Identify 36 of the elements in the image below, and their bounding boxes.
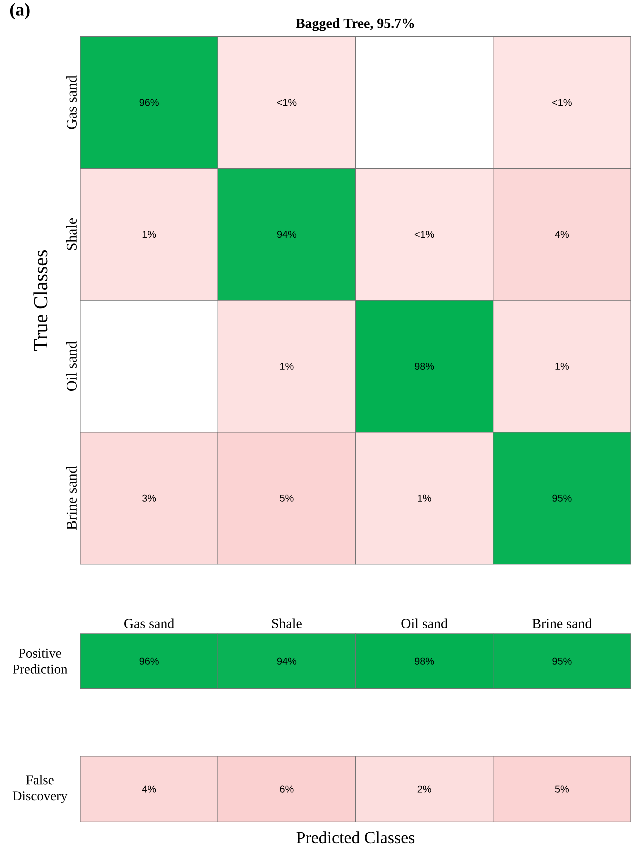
data-label: 98% bbox=[415, 362, 434, 370]
x-tick-label: Brine sand bbox=[532, 618, 592, 629]
y-tick-label: False Discovery bbox=[12, 775, 68, 804]
text: <1% bbox=[277, 99, 297, 106]
x-tick-label: Oil sand bbox=[402, 618, 448, 629]
data-label: 95% bbox=[552, 494, 572, 502]
text: (a) bbox=[10, 3, 30, 20]
data-label: 96% bbox=[140, 99, 159, 106]
text: <1% bbox=[552, 99, 572, 106]
x-tick-label: Shale bbox=[272, 618, 302, 629]
data-label: 2% bbox=[418, 786, 432, 793]
y-tick-label: Shale bbox=[66, 218, 77, 250]
data-label: 94% bbox=[277, 658, 297, 665]
y-tick-label: Brine sand bbox=[66, 466, 77, 530]
data-label: 1% bbox=[556, 363, 570, 370]
data-label: 4% bbox=[555, 231, 570, 238]
data-label: 94% bbox=[277, 231, 297, 238]
data-label: 1% bbox=[418, 494, 432, 502]
data-label: 5% bbox=[555, 786, 570, 793]
text: <1% bbox=[414, 231, 434, 238]
data-label: 3% bbox=[142, 494, 156, 502]
data-label: 96% bbox=[140, 658, 159, 665]
y-tick-label: Oil sand bbox=[66, 342, 77, 391]
data-label: 98% bbox=[415, 658, 434, 665]
y-axis-title: True Classes bbox=[34, 250, 48, 351]
x-tick-label: Gas sand bbox=[124, 618, 174, 629]
y-tick-label: Gas sand bbox=[66, 76, 77, 130]
x-axis-title: Predicted Classes bbox=[296, 832, 415, 844]
data-label: 95% bbox=[552, 658, 572, 665]
data-label: 6% bbox=[280, 786, 294, 793]
data-label: 5% bbox=[280, 494, 294, 502]
data-label: 1% bbox=[280, 363, 294, 370]
y-tick-label: Positive Prediction bbox=[12, 648, 68, 674]
chart-title: Bagged Tree, 95.7% bbox=[296, 18, 414, 32]
data-label: 1% bbox=[142, 231, 156, 238]
data-label: 4% bbox=[142, 786, 156, 793]
